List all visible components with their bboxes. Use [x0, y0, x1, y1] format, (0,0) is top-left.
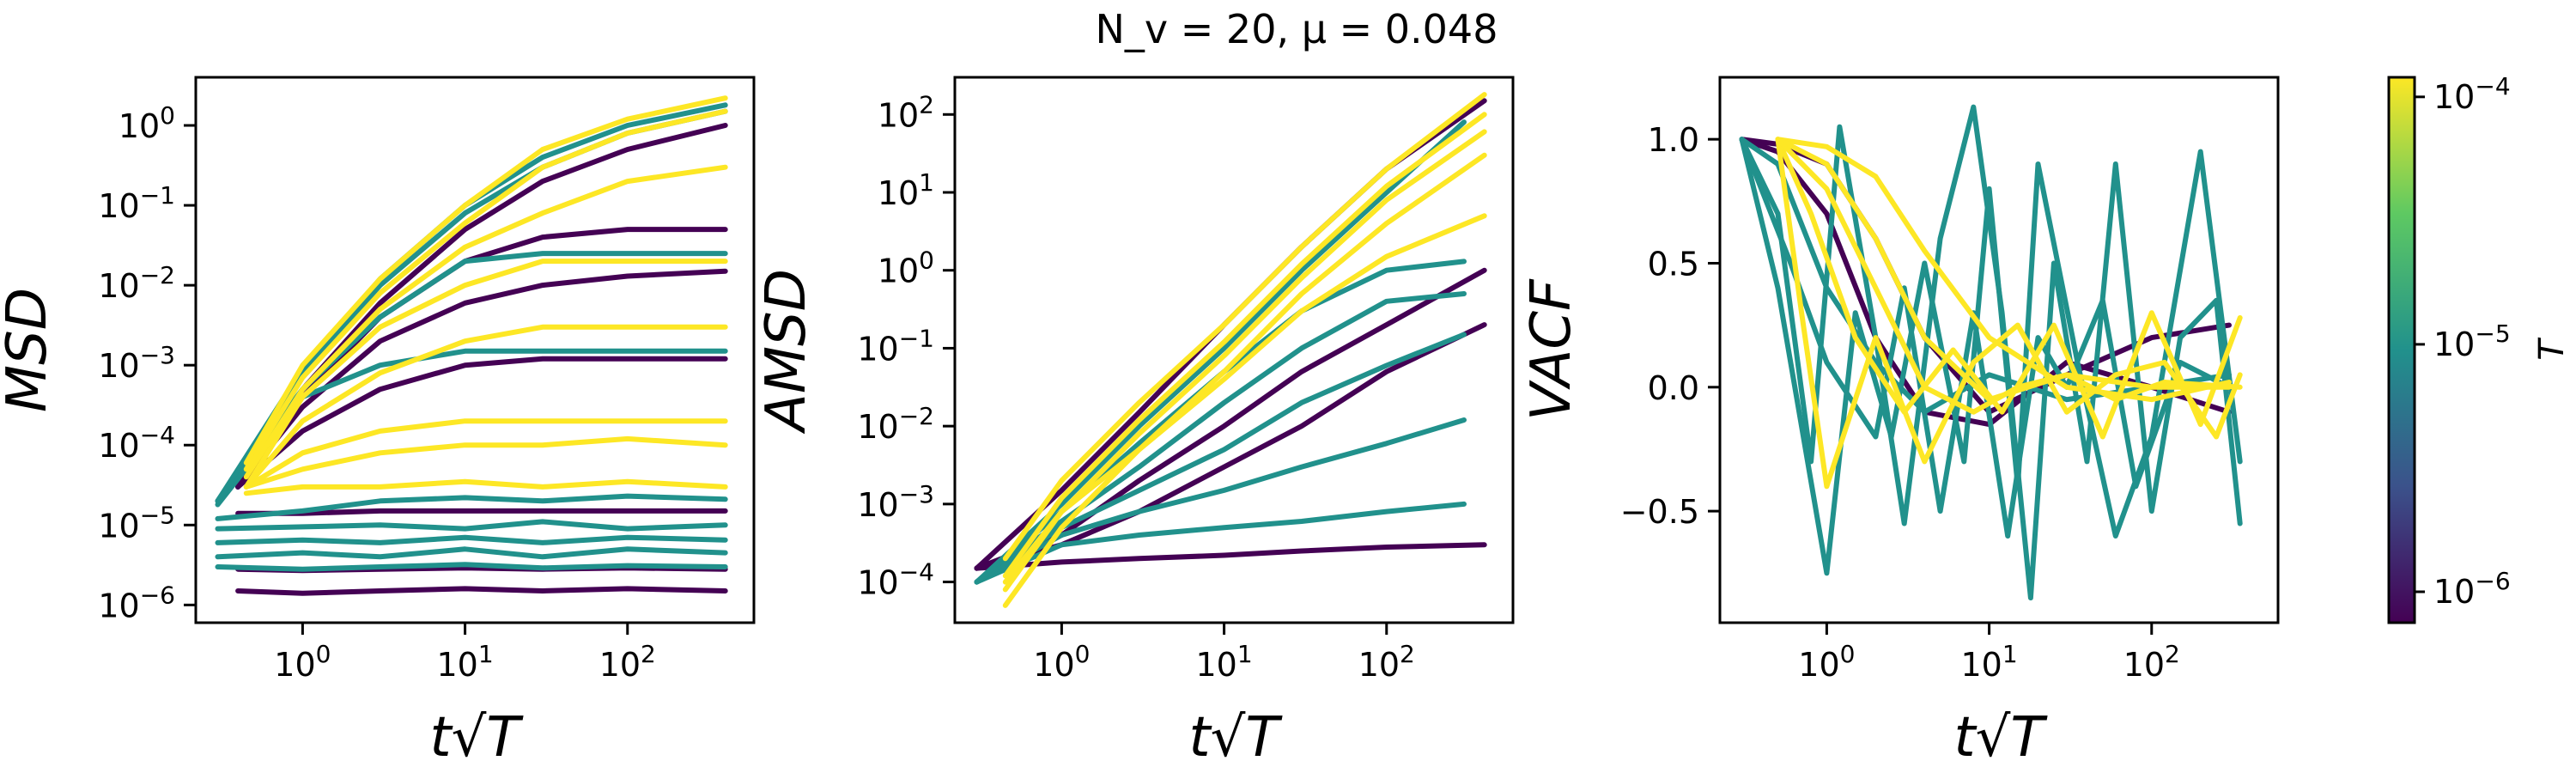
- msd-series-line: [243, 324, 728, 490]
- vacf-ytick-label: −0.5: [1620, 493, 1699, 531]
- colorbar-panel: 10−6 10−5 10−4 T: [2387, 72, 2572, 624]
- amsd-series-line: [974, 542, 1487, 571]
- amsd-ylabel: AMSD: [755, 269, 818, 435]
- amsd-ytick-label: 10−1: [857, 324, 934, 368]
- msd-ylabel: MSD: [0, 288, 59, 412]
- vacf-ytick-label: 0.0: [1648, 369, 1699, 407]
- msd-ytick-label: 10−1: [98, 181, 175, 225]
- msd-series-line: [243, 95, 728, 466]
- msd-ytick-label: 100: [118, 101, 175, 145]
- colorbar-gradient: [2387, 76, 2416, 624]
- msd-panel: 100 101 102 10−6 10−5 10−4 10−3 10−2 10−1 100 t√T M…: [0, 76, 756, 770]
- msd-axes-frame: [194, 76, 756, 624]
- amsd-series-line: [1002, 112, 1487, 579]
- vacf-series-line: [1775, 137, 2243, 490]
- msd-series-line: [235, 586, 728, 596]
- vacf-panel: 100 101 102 −0.5 0.0 0.5 1.0 t√T VACF: [1520, 76, 2280, 770]
- colorbar-tick-label: 10−5: [2433, 320, 2511, 363]
- msd-series-line: [215, 562, 728, 572]
- vacf-ylabel: VACF: [1520, 278, 1583, 421]
- msd-series-line: [215, 519, 728, 532]
- amsd-ytick-label: 10−3: [857, 480, 934, 524]
- colorbar-tick-label: 10−6: [2433, 567, 2511, 611]
- amsd-series-line: [974, 291, 1467, 585]
- msd-xtick-label: 100: [274, 640, 331, 684]
- msd-ytick-label: 10−6: [98, 581, 175, 624]
- msd-xtick-label: 102: [599, 640, 656, 684]
- vacf-series-line: [1775, 137, 2243, 440]
- amsd-series-group: [974, 92, 1487, 608]
- msd-series-line: [215, 546, 728, 560]
- colorbar-tick-label: 10−4: [2433, 72, 2511, 116]
- amsd-xtick-label: 102: [1358, 640, 1415, 684]
- msd-series-line: [243, 259, 728, 490]
- amsd-series-line: [974, 417, 1467, 585]
- amsd-ytick-label: 102: [878, 90, 934, 134]
- amsd-ytick-label: 101: [878, 168, 934, 212]
- msd-series-line: [243, 108, 728, 472]
- vacf-series-line: [1739, 137, 2232, 539]
- msd-series-line: [235, 268, 728, 490]
- amsd-xlabel: t√T: [1189, 706, 1284, 770]
- figure-title: N_v = 20, μ = 0.048: [1096, 6, 1498, 52]
- colorbar-label: T: [2532, 337, 2572, 361]
- amsd-panel: 100 101 102 10−4 10−3 10−2 10−1 100 101 102 t√T AMS…: [755, 76, 1515, 770]
- amsd-axes-frame: [953, 76, 1515, 624]
- vacf-series-line: [1775, 137, 2243, 415]
- vacf-xtick-label: 101: [1961, 640, 2018, 684]
- amsd-series-line: [1002, 213, 1487, 585]
- vacf-xtick-label: 102: [2123, 640, 2180, 684]
- msd-ytick-label: 10−5: [98, 501, 175, 545]
- msd-series-line: [215, 493, 728, 521]
- amsd-series-line: [1002, 92, 1487, 562]
- vacf-xtick-label: 100: [1798, 640, 1855, 684]
- amsd-series-line: [1002, 152, 1487, 608]
- msd-ytick-label: 10−2: [98, 261, 175, 305]
- msd-series-line: [243, 418, 728, 490]
- vacf-series-line: [1775, 137, 2232, 403]
- vacf-ytick-label: 1.0: [1648, 121, 1699, 159]
- amsd-xtick-label: 101: [1196, 640, 1253, 684]
- msd-series-line: [243, 164, 728, 480]
- amsd-ytick-label: 10−4: [857, 558, 934, 602]
- amsd-ytick-label: 10−2: [857, 402, 934, 446]
- amsd-ytick-label: 100: [878, 247, 934, 290]
- amsd-series-line: [974, 501, 1467, 585]
- msd-series-line: [215, 534, 728, 545]
- amsd-xtick-label: 100: [1033, 640, 1090, 684]
- vacf-series-line: [1775, 137, 2232, 403]
- msd-xlabel: t√T: [430, 706, 525, 770]
- vacf-xlabel: t√T: [1954, 706, 2049, 770]
- msd-series-line: [243, 435, 728, 490]
- msd-ytick-label: 10−3: [98, 341, 175, 385]
- vacf-axes-frame: [1718, 76, 2280, 624]
- msd-series-group: [215, 95, 728, 596]
- msd-series-line: [235, 356, 728, 490]
- msd-series-line: [243, 478, 728, 496]
- msd-xtick-label: 101: [437, 640, 494, 684]
- amsd-series-line: [974, 119, 1467, 585]
- vacf-series-group: [1739, 104, 2243, 601]
- vacf-ytick-label: 0.5: [1648, 245, 1699, 283]
- msd-ytick-label: 10−4: [98, 421, 175, 465]
